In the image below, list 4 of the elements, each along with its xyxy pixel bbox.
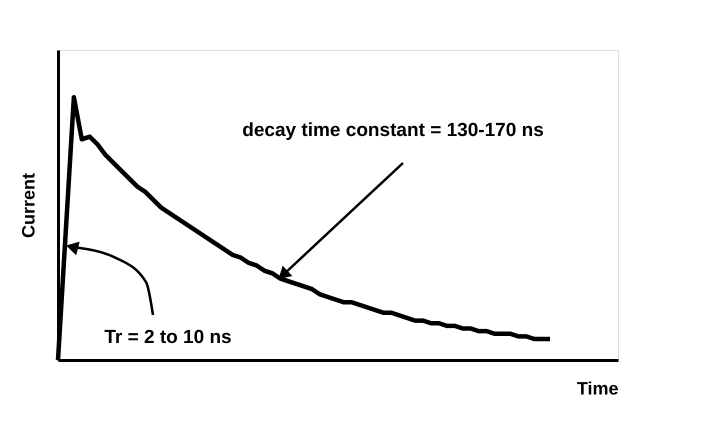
annotation: Tr = 2 to 10 ns [104,327,232,348]
annotation: decay time constant = 130-170 ns [242,120,544,141]
y-axis-title: Current [18,172,38,238]
x-axis-title: Time [576,378,618,398]
